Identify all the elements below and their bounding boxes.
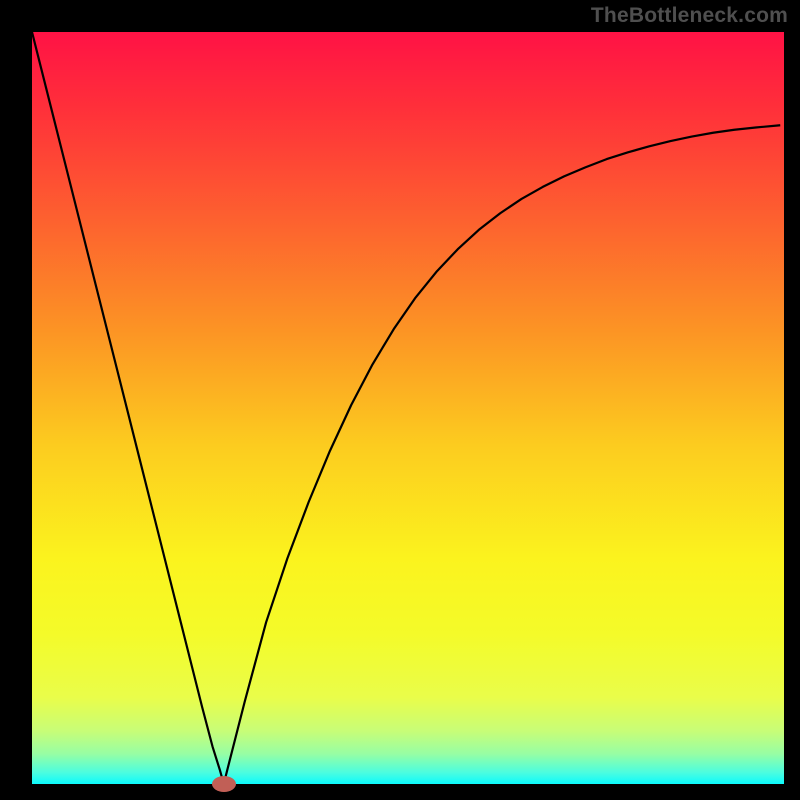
bottleneck-curve-line <box>32 32 780 784</box>
watermark-text: TheBottleneck.com <box>591 4 788 28</box>
plot-area <box>32 32 784 784</box>
curve-svg <box>32 32 784 784</box>
vertex-marker <box>212 776 236 792</box>
chart-canvas: TheBottleneck.com <box>0 0 800 800</box>
